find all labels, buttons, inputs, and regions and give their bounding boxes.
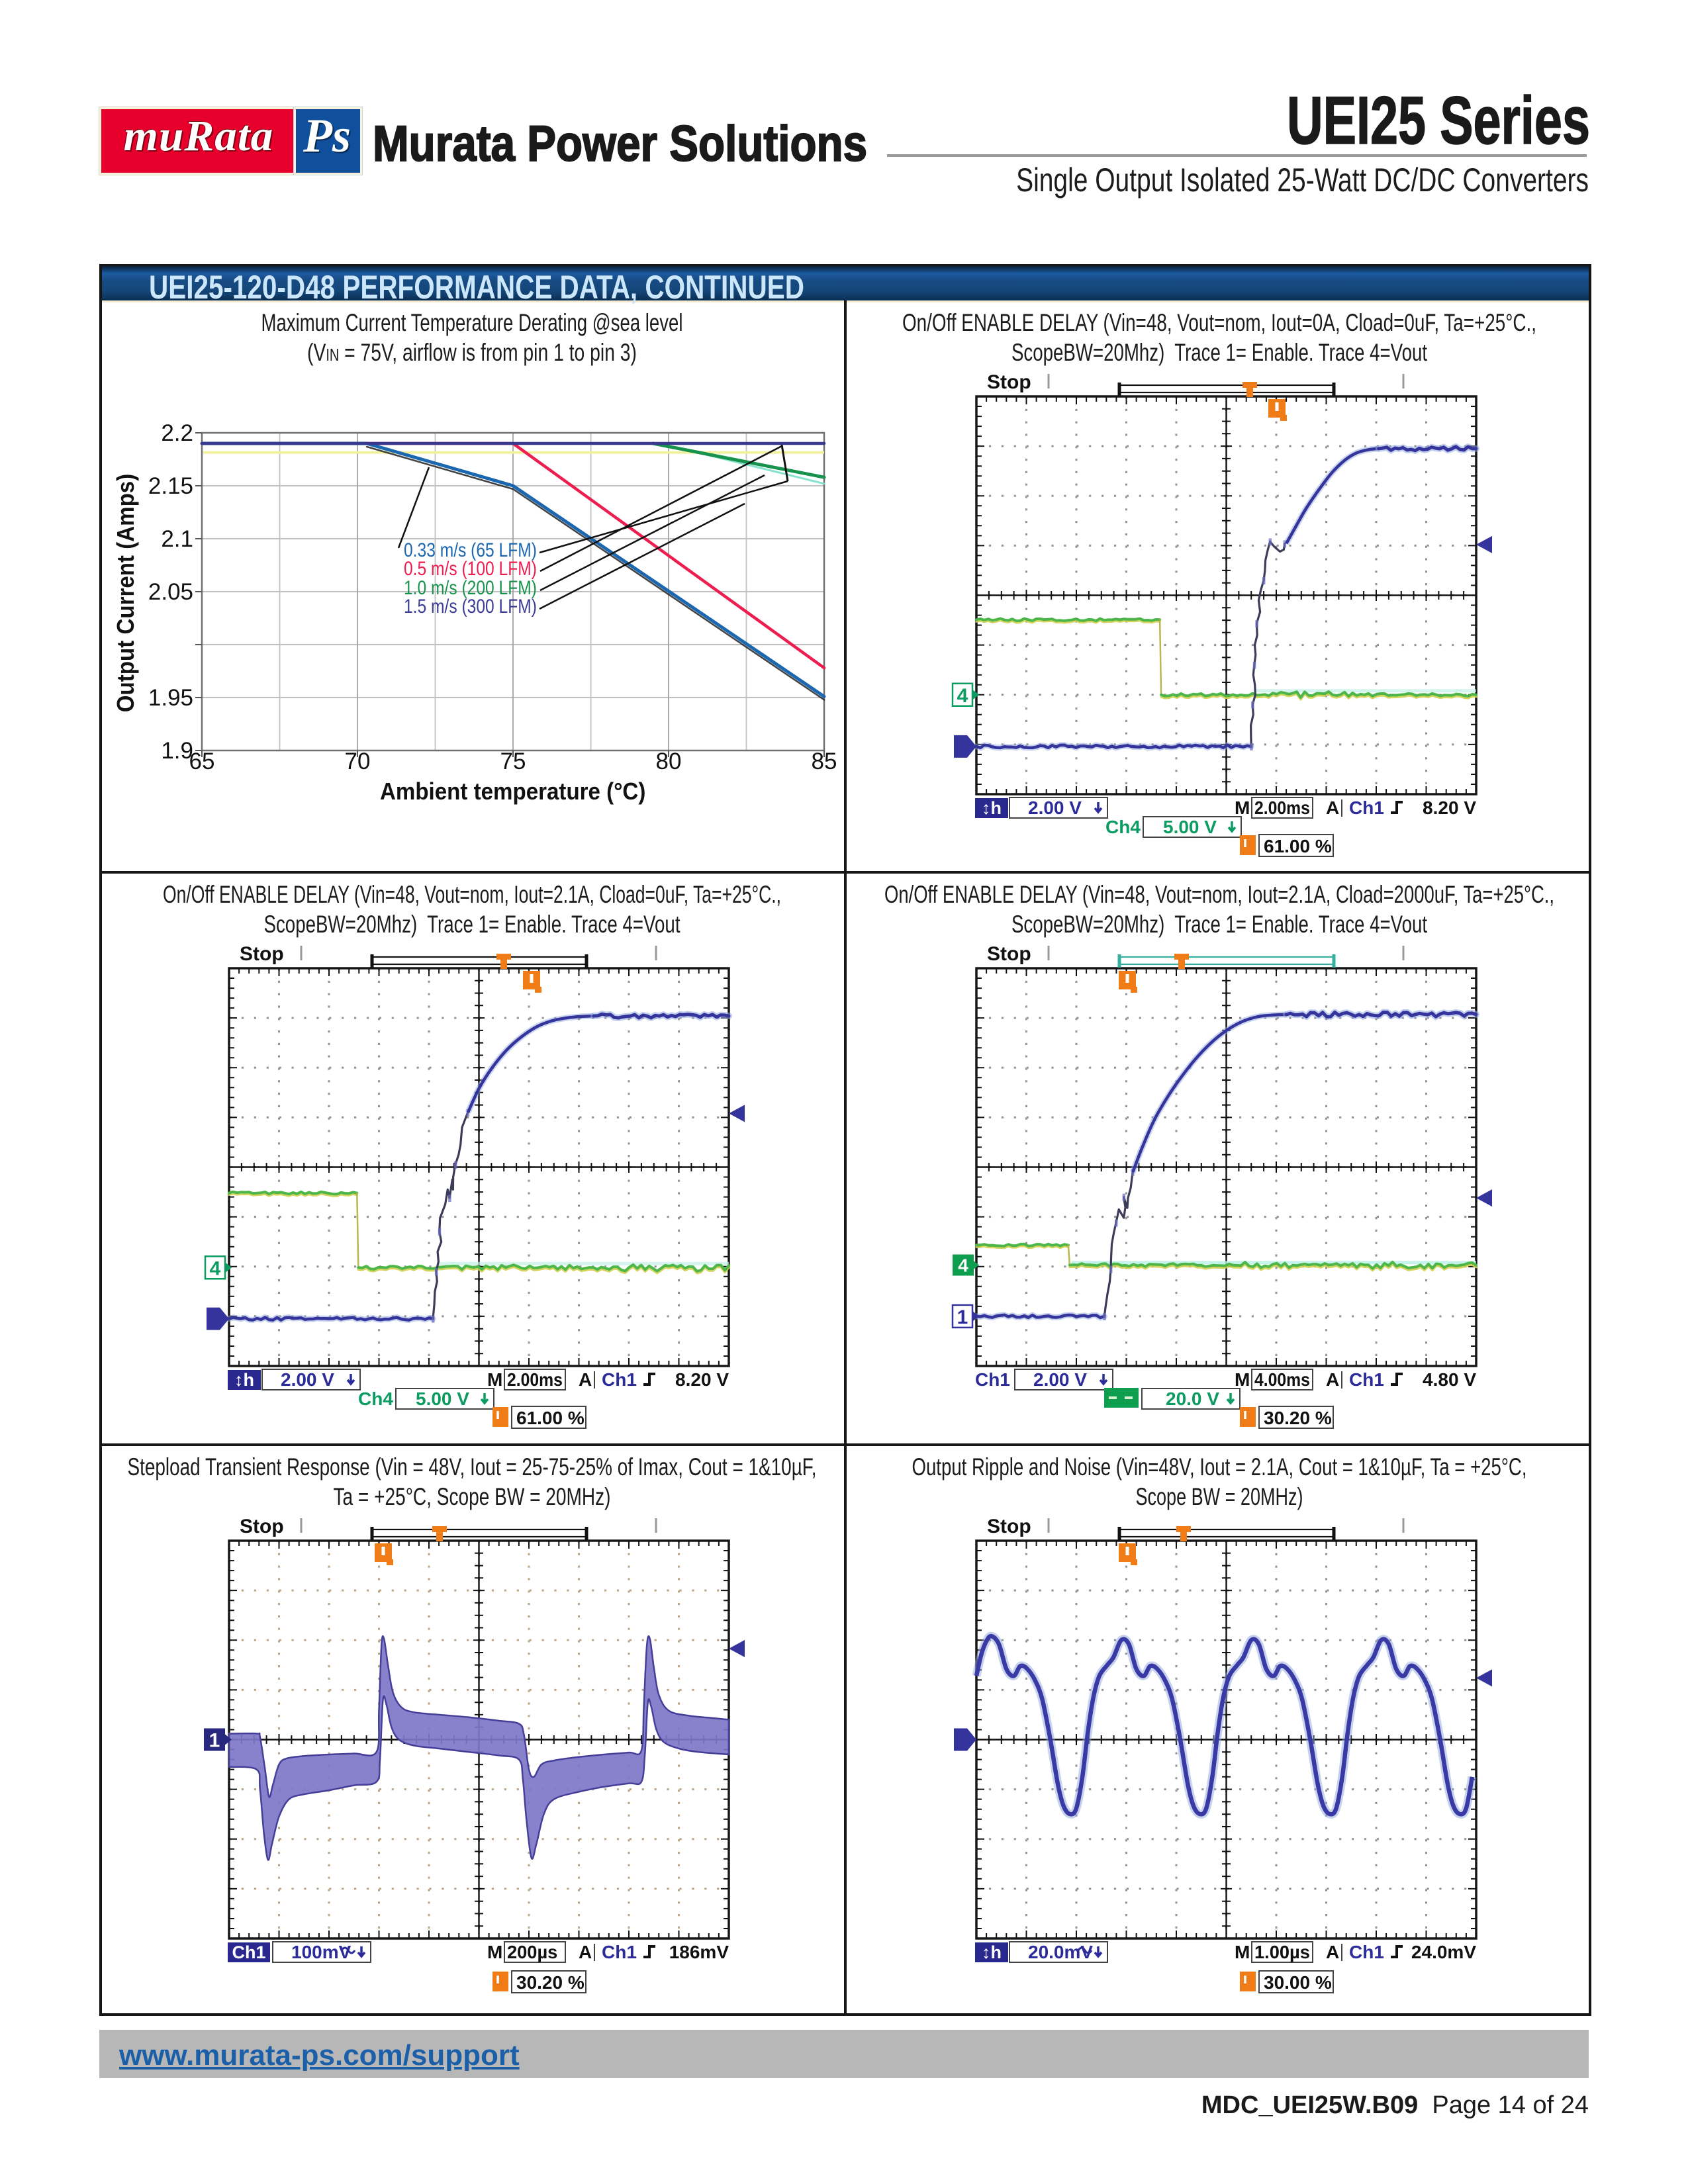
svg-text:1.00µs: 1.00µs <box>1254 1942 1310 1962</box>
svg-text:2.00 V: 2.00 V <box>1028 797 1082 818</box>
svg-text:1.0 m/s (200 LFM): 1.0 m/s (200 LFM) <box>404 576 537 599</box>
svg-text:20.0 V: 20.0 V <box>1166 1388 1219 1409</box>
svg-text:186mV: 186mV <box>669 1942 729 1962</box>
svg-text:75: 75 <box>500 749 526 774</box>
svg-text:Ch1: Ch1 <box>602 1369 637 1390</box>
svg-text:24.0mV: 24.0mV <box>1411 1942 1476 1962</box>
svg-text:A: A <box>1326 1942 1339 1962</box>
svg-text:M: M <box>1235 797 1250 818</box>
svg-text:4: 4 <box>957 685 968 707</box>
svg-text:8.20 V: 8.20 V <box>1423 797 1476 818</box>
svg-text:Ch4: Ch4 <box>358 1388 393 1409</box>
svg-text:4: 4 <box>958 1255 968 1275</box>
svg-text:61.00 %: 61.00 % <box>516 1408 585 1428</box>
svg-text:1.5 m/s (300 LFM): 1.5 m/s (300 LFM) <box>404 595 537 617</box>
svg-text:2.00 V: 2.00 V <box>281 1369 334 1390</box>
svg-text:1: 1 <box>957 1306 968 1328</box>
svg-text:M: M <box>1235 1369 1250 1390</box>
svg-text:Ch1: Ch1 <box>1349 1369 1384 1390</box>
svg-text:2.00 V: 2.00 V <box>1033 1369 1087 1390</box>
svg-text:Ambient temperature (°C): Ambient temperature (°C) <box>380 779 645 805</box>
svg-text:Ch1: Ch1 <box>1349 1942 1384 1962</box>
svg-text:M: M <box>487 1369 502 1390</box>
svg-text:8.20 V: 8.20 V <box>675 1369 729 1390</box>
svg-text:4: 4 <box>210 1257 221 1279</box>
svg-text:Ch1: Ch1 <box>1349 797 1384 818</box>
svg-text:2.2: 2.2 <box>161 420 193 446</box>
svg-text:70: 70 <box>345 749 371 774</box>
svg-text:100mV: 100mV <box>291 1942 352 1962</box>
svg-text:↕h: ↕h <box>234 1370 254 1390</box>
svg-text:M: M <box>487 1942 502 1962</box>
svg-text:5.00 V: 5.00 V <box>1163 817 1217 837</box>
svg-text:65: 65 <box>189 749 215 774</box>
svg-text:30.00 %: 30.00 % <box>1264 1972 1332 1993</box>
svg-text:Stop: Stop <box>987 1516 1031 1537</box>
svg-text:↕h: ↕h <box>982 798 1002 818</box>
svg-text:Stop: Stop <box>987 943 1031 965</box>
svg-text:A: A <box>579 1942 592 1962</box>
svg-text:1.9: 1.9 <box>161 738 193 764</box>
svg-text:85: 85 <box>812 749 837 774</box>
svg-text:A: A <box>579 1369 592 1390</box>
svg-text:2.00ms: 2.00ms <box>507 1369 563 1390</box>
svg-text:M: M <box>1235 1942 1250 1962</box>
svg-text:0.5 m/s (100 LFM): 0.5 m/s (100 LFM) <box>404 557 537 580</box>
svg-text:Ch1: Ch1 <box>232 1942 265 1962</box>
svg-text:20.0mV: 20.0mV <box>1028 1942 1093 1962</box>
svg-text:Stop: Stop <box>240 1516 284 1537</box>
svg-text:2.00ms: 2.00ms <box>1254 797 1310 819</box>
svg-text:Output Current (Amps): Output Current (Amps) <box>113 474 140 712</box>
svg-text:1.95: 1.95 <box>148 685 193 711</box>
svg-text:4.00ms: 4.00ms <box>1254 1369 1310 1390</box>
svg-text:2.1: 2.1 <box>161 526 193 552</box>
svg-text:↕h: ↕h <box>982 1942 1002 1962</box>
svg-text:200µs: 200µs <box>507 1942 557 1962</box>
svg-text:2.15: 2.15 <box>148 473 193 499</box>
svg-text:5.00 V: 5.00 V <box>416 1388 469 1409</box>
svg-text:30.20 %: 30.20 % <box>1264 1408 1332 1428</box>
svg-text:Ch1: Ch1 <box>602 1942 637 1962</box>
svg-text:A: A <box>1326 797 1339 818</box>
svg-text:Ch4: Ch4 <box>1105 817 1141 837</box>
svg-text:80: 80 <box>656 749 682 774</box>
svg-text:Ch1: Ch1 <box>975 1369 1010 1390</box>
svg-text:0.33 m/s (65 LFM): 0.33 m/s (65 LFM) <box>404 539 537 561</box>
svg-text:Stop: Stop <box>240 943 284 965</box>
svg-text:30.20 %: 30.20 % <box>516 1972 585 1993</box>
svg-text:2.05: 2.05 <box>148 579 193 605</box>
svg-text:1: 1 <box>209 1730 220 1752</box>
svg-text:A: A <box>1326 1369 1339 1390</box>
svg-text:61.00 %: 61.00 % <box>1264 836 1332 856</box>
svg-text:Stop: Stop <box>987 371 1031 393</box>
svg-text:4.80 V: 4.80 V <box>1423 1369 1476 1390</box>
